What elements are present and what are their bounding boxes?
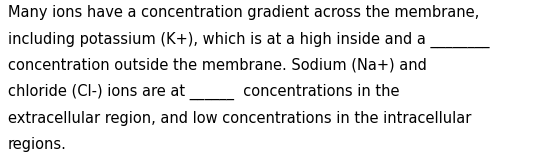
Text: regions.: regions. (8, 137, 67, 152)
Text: concentration outside the membrane. Sodium (Na+) and: concentration outside the membrane. Sodi… (8, 58, 427, 73)
Text: extracellular region, and low concentrations in the intracellular: extracellular region, and low concentrat… (8, 111, 471, 126)
Text: Many ions have a concentration gradient across the membrane,: Many ions have a concentration gradient … (8, 5, 479, 20)
Text: chloride (Cl-) ions are at ______  concentrations in the: chloride (Cl-) ions are at ______ concen… (8, 84, 400, 100)
Text: including potassium (K+), which is at a high inside and a ________: including potassium (K+), which is at a … (8, 31, 489, 48)
